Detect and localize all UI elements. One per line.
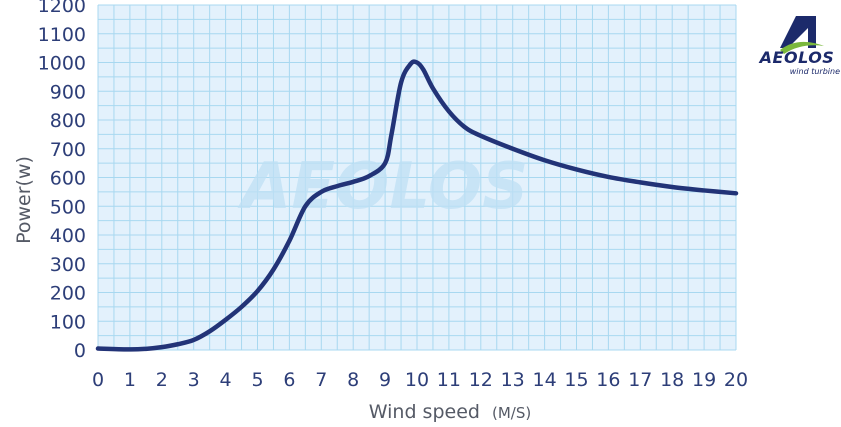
y-tick-label: 1100 <box>38 24 86 46</box>
watermark: AEOLOS <box>237 150 529 224</box>
x-tick-label: 0 <box>92 369 104 391</box>
y-axis-label: Power(w) <box>13 156 35 244</box>
x-axis-label: Wind speed (M/S) <box>369 401 531 423</box>
y-tick-label: 500 <box>50 196 86 218</box>
x-tick-label: 18 <box>660 369 684 391</box>
x-tick-label: 20 <box>724 369 748 391</box>
y-tick-label: 900 <box>50 81 86 103</box>
y-axis-ticks: 0 100 200 300 400 500 600 700 800 900 1000 1100 1200 <box>38 0 86 362</box>
x-tick-label: 7 <box>315 369 327 391</box>
y-tick-label: 600 <box>50 168 86 190</box>
x-tick-label: 12 <box>469 369 493 391</box>
x-axis-ticks: 0 1 2 3 4 5 6 7 8 9 10 11 12 13 14 15 16 17 18 19 20 <box>92 369 748 391</box>
x-tick-label: 9 <box>379 369 391 391</box>
x-tick-label: 11 <box>437 369 461 391</box>
x-tick-label: 19 <box>692 369 716 391</box>
series-line <box>95 59 739 352</box>
brand-tagline: wind turbine <box>789 67 840 76</box>
grid <box>97 4 737 351</box>
y-tick-label: 1000 <box>38 53 86 75</box>
y-tick-label: 400 <box>50 225 86 247</box>
x-tick-label: 4 <box>220 369 232 391</box>
x-tick-label: 6 <box>283 369 295 391</box>
x-tick-label: 3 <box>188 369 200 391</box>
x-axis-label-text: Wind speed <box>369 401 480 423</box>
x-tick-label: 17 <box>628 369 652 391</box>
y-tick-label: 300 <box>50 254 86 276</box>
x-tick-label: 5 <box>251 369 263 391</box>
y-tick-label: 700 <box>50 139 86 161</box>
y-tick-label: 200 <box>50 283 86 305</box>
x-tick-label: 8 <box>347 369 359 391</box>
x-tick-label: 13 <box>501 369 525 391</box>
y-tick-label: 800 <box>50 110 86 132</box>
x-tick-label: 10 <box>405 369 429 391</box>
x-tick-label: 2 <box>156 369 168 391</box>
x-tick-label: 14 <box>533 369 557 391</box>
y-tick-label: 0 <box>74 340 86 362</box>
y-tick-label: 100 <box>50 311 86 333</box>
x-tick-label: 16 <box>596 369 620 391</box>
aeolos-logo-icon <box>780 16 824 54</box>
x-tick-label: 15 <box>564 369 588 391</box>
brand-name: AEOLOS <box>759 48 835 67</box>
y-tick-label: 1200 <box>38 0 86 17</box>
x-tick-label: 1 <box>124 369 136 391</box>
x-axis-unit: (M/S) <box>492 404 531 422</box>
